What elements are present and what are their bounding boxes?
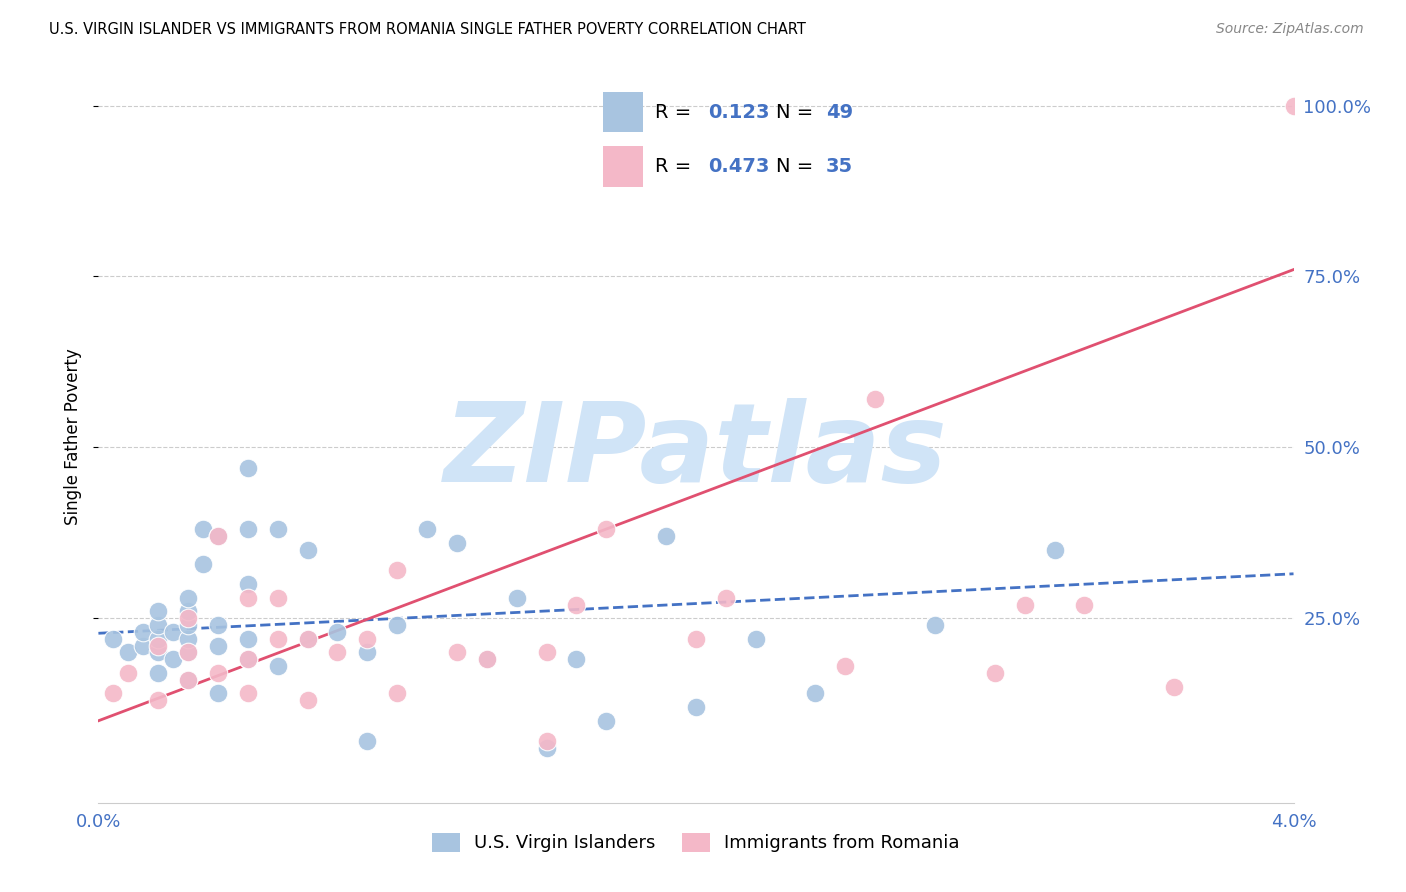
Y-axis label: Single Father Poverty: Single Father Poverty	[65, 349, 83, 525]
Point	[148, 639, 170, 653]
Point	[207, 529, 229, 543]
Text: R =: R =	[655, 103, 697, 122]
Text: N =: N =	[776, 103, 820, 122]
Point	[148, 645, 170, 659]
Point	[685, 700, 707, 714]
Point	[117, 645, 139, 659]
Point	[1163, 680, 1185, 694]
Point	[565, 652, 588, 666]
Point	[356, 734, 378, 748]
Point	[207, 686, 229, 700]
Point	[162, 652, 184, 666]
Point	[446, 536, 468, 550]
Point	[103, 632, 125, 646]
Point	[536, 741, 558, 756]
Point	[565, 598, 588, 612]
Point	[207, 665, 229, 680]
Text: Source: ZipAtlas.com: Source: ZipAtlas.com	[1216, 22, 1364, 37]
Point	[385, 563, 409, 577]
Point	[446, 645, 468, 659]
Point	[714, 591, 737, 605]
Point	[475, 652, 498, 666]
Point	[356, 645, 378, 659]
Point	[297, 632, 319, 646]
Point	[267, 632, 290, 646]
Point	[267, 659, 290, 673]
Point	[1014, 598, 1036, 612]
Point	[297, 542, 319, 557]
Point	[148, 693, 170, 707]
FancyBboxPatch shape	[603, 92, 643, 132]
Point	[804, 686, 827, 700]
Point	[924, 618, 946, 632]
Point	[103, 686, 125, 700]
Point	[236, 632, 259, 646]
Point	[267, 591, 290, 605]
Point	[117, 665, 139, 680]
Point	[236, 591, 259, 605]
Point	[834, 659, 856, 673]
Text: U.S. VIRGIN ISLANDER VS IMMIGRANTS FROM ROMANIA SINGLE FATHER POVERTY CORRELATIO: U.S. VIRGIN ISLANDER VS IMMIGRANTS FROM …	[49, 22, 806, 37]
Point	[177, 645, 200, 659]
Text: 0.473: 0.473	[709, 157, 769, 176]
Text: 35: 35	[825, 157, 852, 176]
Point	[207, 639, 229, 653]
Point	[148, 604, 170, 618]
Point	[536, 645, 558, 659]
Point	[177, 618, 200, 632]
Point	[236, 652, 259, 666]
FancyBboxPatch shape	[603, 146, 643, 187]
Point	[297, 632, 319, 646]
Text: 0.123: 0.123	[709, 103, 769, 122]
Text: ZIPatlas: ZIPatlas	[444, 398, 948, 505]
Point	[177, 645, 200, 659]
Point	[207, 618, 229, 632]
Point	[1282, 98, 1305, 112]
Point	[297, 693, 319, 707]
Point	[191, 522, 214, 536]
Point	[236, 522, 259, 536]
Point	[177, 632, 200, 646]
Point	[655, 529, 678, 543]
Point	[236, 460, 259, 475]
Point	[177, 611, 200, 625]
Point	[326, 645, 349, 659]
Point	[685, 632, 707, 646]
Point	[236, 652, 259, 666]
Text: R =: R =	[655, 157, 697, 176]
Point	[865, 392, 887, 407]
Point	[1073, 598, 1095, 612]
Point	[356, 632, 378, 646]
Point	[416, 522, 439, 536]
Point	[1043, 542, 1066, 557]
Point	[236, 686, 259, 700]
Point	[475, 652, 498, 666]
Point	[177, 673, 200, 687]
Point	[148, 632, 170, 646]
Point	[506, 591, 529, 605]
Point	[595, 522, 617, 536]
Point	[177, 591, 200, 605]
Point	[177, 604, 200, 618]
Legend: U.S. Virgin Islanders, Immigrants from Romania: U.S. Virgin Islanders, Immigrants from R…	[425, 826, 967, 860]
Point	[536, 734, 558, 748]
Point	[177, 673, 200, 687]
Text: N =: N =	[776, 157, 820, 176]
Point	[191, 557, 214, 571]
Point	[132, 639, 155, 653]
Point	[745, 632, 768, 646]
Point	[148, 665, 170, 680]
Point	[385, 618, 409, 632]
Point	[236, 577, 259, 591]
Point	[326, 624, 349, 639]
Text: 49: 49	[825, 103, 852, 122]
Point	[148, 618, 170, 632]
Point	[267, 522, 290, 536]
Point	[207, 529, 229, 543]
Point	[984, 665, 1007, 680]
Point	[595, 714, 617, 728]
Point	[162, 624, 184, 639]
Point	[385, 686, 409, 700]
Point	[132, 624, 155, 639]
